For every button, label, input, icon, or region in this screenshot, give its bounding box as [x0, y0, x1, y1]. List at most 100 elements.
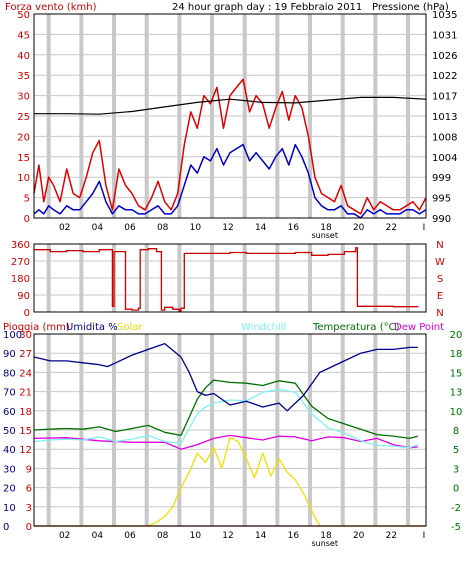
direction-ytick: 0 [24, 308, 30, 319]
wind-ytick: 40 [17, 51, 30, 62]
humidity-ytick: 70 [3, 388, 16, 399]
rain-ytick: 6 [26, 484, 32, 495]
direction-series [34, 247, 419, 312]
temperature-line [33, 379, 418, 440]
legend-windchill: Windchill [241, 322, 286, 333]
rain-ytick: 12 [19, 445, 32, 456]
wind-grid [34, 14, 426, 218]
pressure-ytick: 1035 [432, 10, 457, 21]
legend-dewpoint: Dew Point [394, 322, 444, 333]
direction-ytick: 90 [17, 291, 30, 302]
direction-frame [33, 243, 427, 313]
compass-label: E [437, 291, 443, 302]
rain-ytick: 9 [26, 464, 32, 475]
dewpoint-line [33, 434, 418, 450]
wind-ytick: 15 [17, 153, 30, 164]
humidity-xtick: 02 [59, 531, 70, 541]
gust-line [33, 78, 427, 215]
humidity-temperature-panel: Pioggia (mm) Umidita % Solar Windchill T… [3, 322, 462, 548]
wind-xtick: 20 [353, 223, 365, 233]
humidity-xtick: 04 [92, 531, 104, 541]
humidity-xtick: 22 [386, 531, 397, 541]
rain-ytick: 24 [19, 368, 32, 379]
humidity-ytick: 20 [3, 484, 16, 495]
wind-xtick: 02 [59, 223, 70, 233]
wind-ytick: 10 [17, 173, 30, 184]
humidity-ytick: 80 [3, 368, 16, 379]
wind-ylabel: Forza vento (kmh) [5, 2, 97, 13]
humidity-line [33, 342, 418, 412]
humidity-tick-labels: 0102030405060708090100036912151821242730… [3, 330, 462, 548]
pressure-ytick: 990 [432, 214, 451, 225]
rain-ytick: 0 [26, 522, 32, 533]
rain-ytick: 27 [19, 349, 32, 360]
pressure-ytick: 1031 [432, 30, 457, 41]
legend-temperature: Temperatura (°C) [312, 322, 400, 333]
temperature-ytick: -2 [451, 503, 461, 514]
direction-ytick: 360 [11, 240, 30, 251]
pressure-ylabel: Pressione (hPa) [372, 2, 449, 13]
pressure-ytick: 1008 [432, 132, 457, 143]
rain-ytick: 15 [19, 426, 32, 437]
sunset-label-bottom: sunset [311, 539, 338, 548]
pressure-ytick: 1026 [432, 51, 457, 62]
legend-rain: Pioggia (mm) [3, 322, 70, 333]
compass-label: N [436, 308, 443, 319]
wind-ytick: 50 [17, 10, 30, 21]
humidity-ytick: 90 [3, 349, 16, 360]
temperature-ytick: 8 [453, 426, 459, 437]
pressure-ytick: 995 [432, 194, 451, 205]
wind-ytick: 0 [24, 214, 30, 225]
compass-label: S [437, 274, 443, 285]
wind-xtick: 04 [92, 223, 104, 233]
temperature-ytick: 0 [453, 484, 459, 495]
humidity-ytick: 60 [3, 407, 16, 418]
wind-ytick: 25 [17, 112, 30, 123]
wind-ytick: 45 [17, 30, 30, 41]
humidity-xtick: 18 [320, 531, 332, 541]
temperature-ytick: 13 [450, 388, 463, 399]
humidity-ytick: 0 [3, 522, 9, 533]
wind-ytick: 35 [17, 71, 30, 82]
humidity-xtick: 08 [157, 531, 169, 541]
wind-ytick: 20 [17, 132, 30, 143]
rain-ytick: 21 [19, 388, 32, 399]
wind-xtick: 22 [386, 223, 397, 233]
wind-avg-line [33, 143, 427, 219]
legend-humidity: Umidita % [66, 322, 118, 333]
sunset-label: sunset [311, 231, 338, 240]
temperature-ytick: 18 [450, 349, 463, 360]
wind-xtick: 08 [157, 223, 169, 233]
solar-line [34, 437, 426, 527]
wind-xtick: 12 [222, 223, 233, 233]
humidity-grid [34, 334, 426, 526]
wind-xtick: 10 [190, 223, 202, 233]
wind-xtick: I [423, 223, 426, 233]
rain-ytick: 18 [19, 407, 32, 418]
wind-pressure-panel: Forza vento (kmh) 24 hour graph day : 19… [5, 2, 457, 240]
humidity-xtick: I [423, 531, 426, 541]
direction-ytick: 180 [11, 274, 30, 285]
wind-xtick: 16 [288, 223, 300, 233]
humidity-ytick: 50 [3, 426, 16, 437]
humidity-xtick: 12 [222, 531, 233, 541]
wind-xtick: 18 [320, 223, 332, 233]
humidity-xtick: 20 [353, 531, 365, 541]
rain-ytick: 30 [19, 330, 32, 341]
direction-ytick: 270 [11, 257, 30, 268]
humidity-ytick: 40 [3, 445, 16, 456]
humidity-frame [33, 333, 427, 527]
compass-label: N [436, 240, 443, 251]
temperature-ytick: 3 [453, 464, 459, 475]
pressure-ytick: 999 [432, 173, 451, 184]
wind-xtick: 14 [255, 223, 267, 233]
wind-ytick: 30 [17, 92, 30, 103]
temperature-ytick: 15 [450, 368, 463, 379]
direction-line [34, 247, 419, 312]
temperature-ytick: -5 [451, 522, 461, 533]
pressure-ytick: 1013 [432, 112, 457, 123]
